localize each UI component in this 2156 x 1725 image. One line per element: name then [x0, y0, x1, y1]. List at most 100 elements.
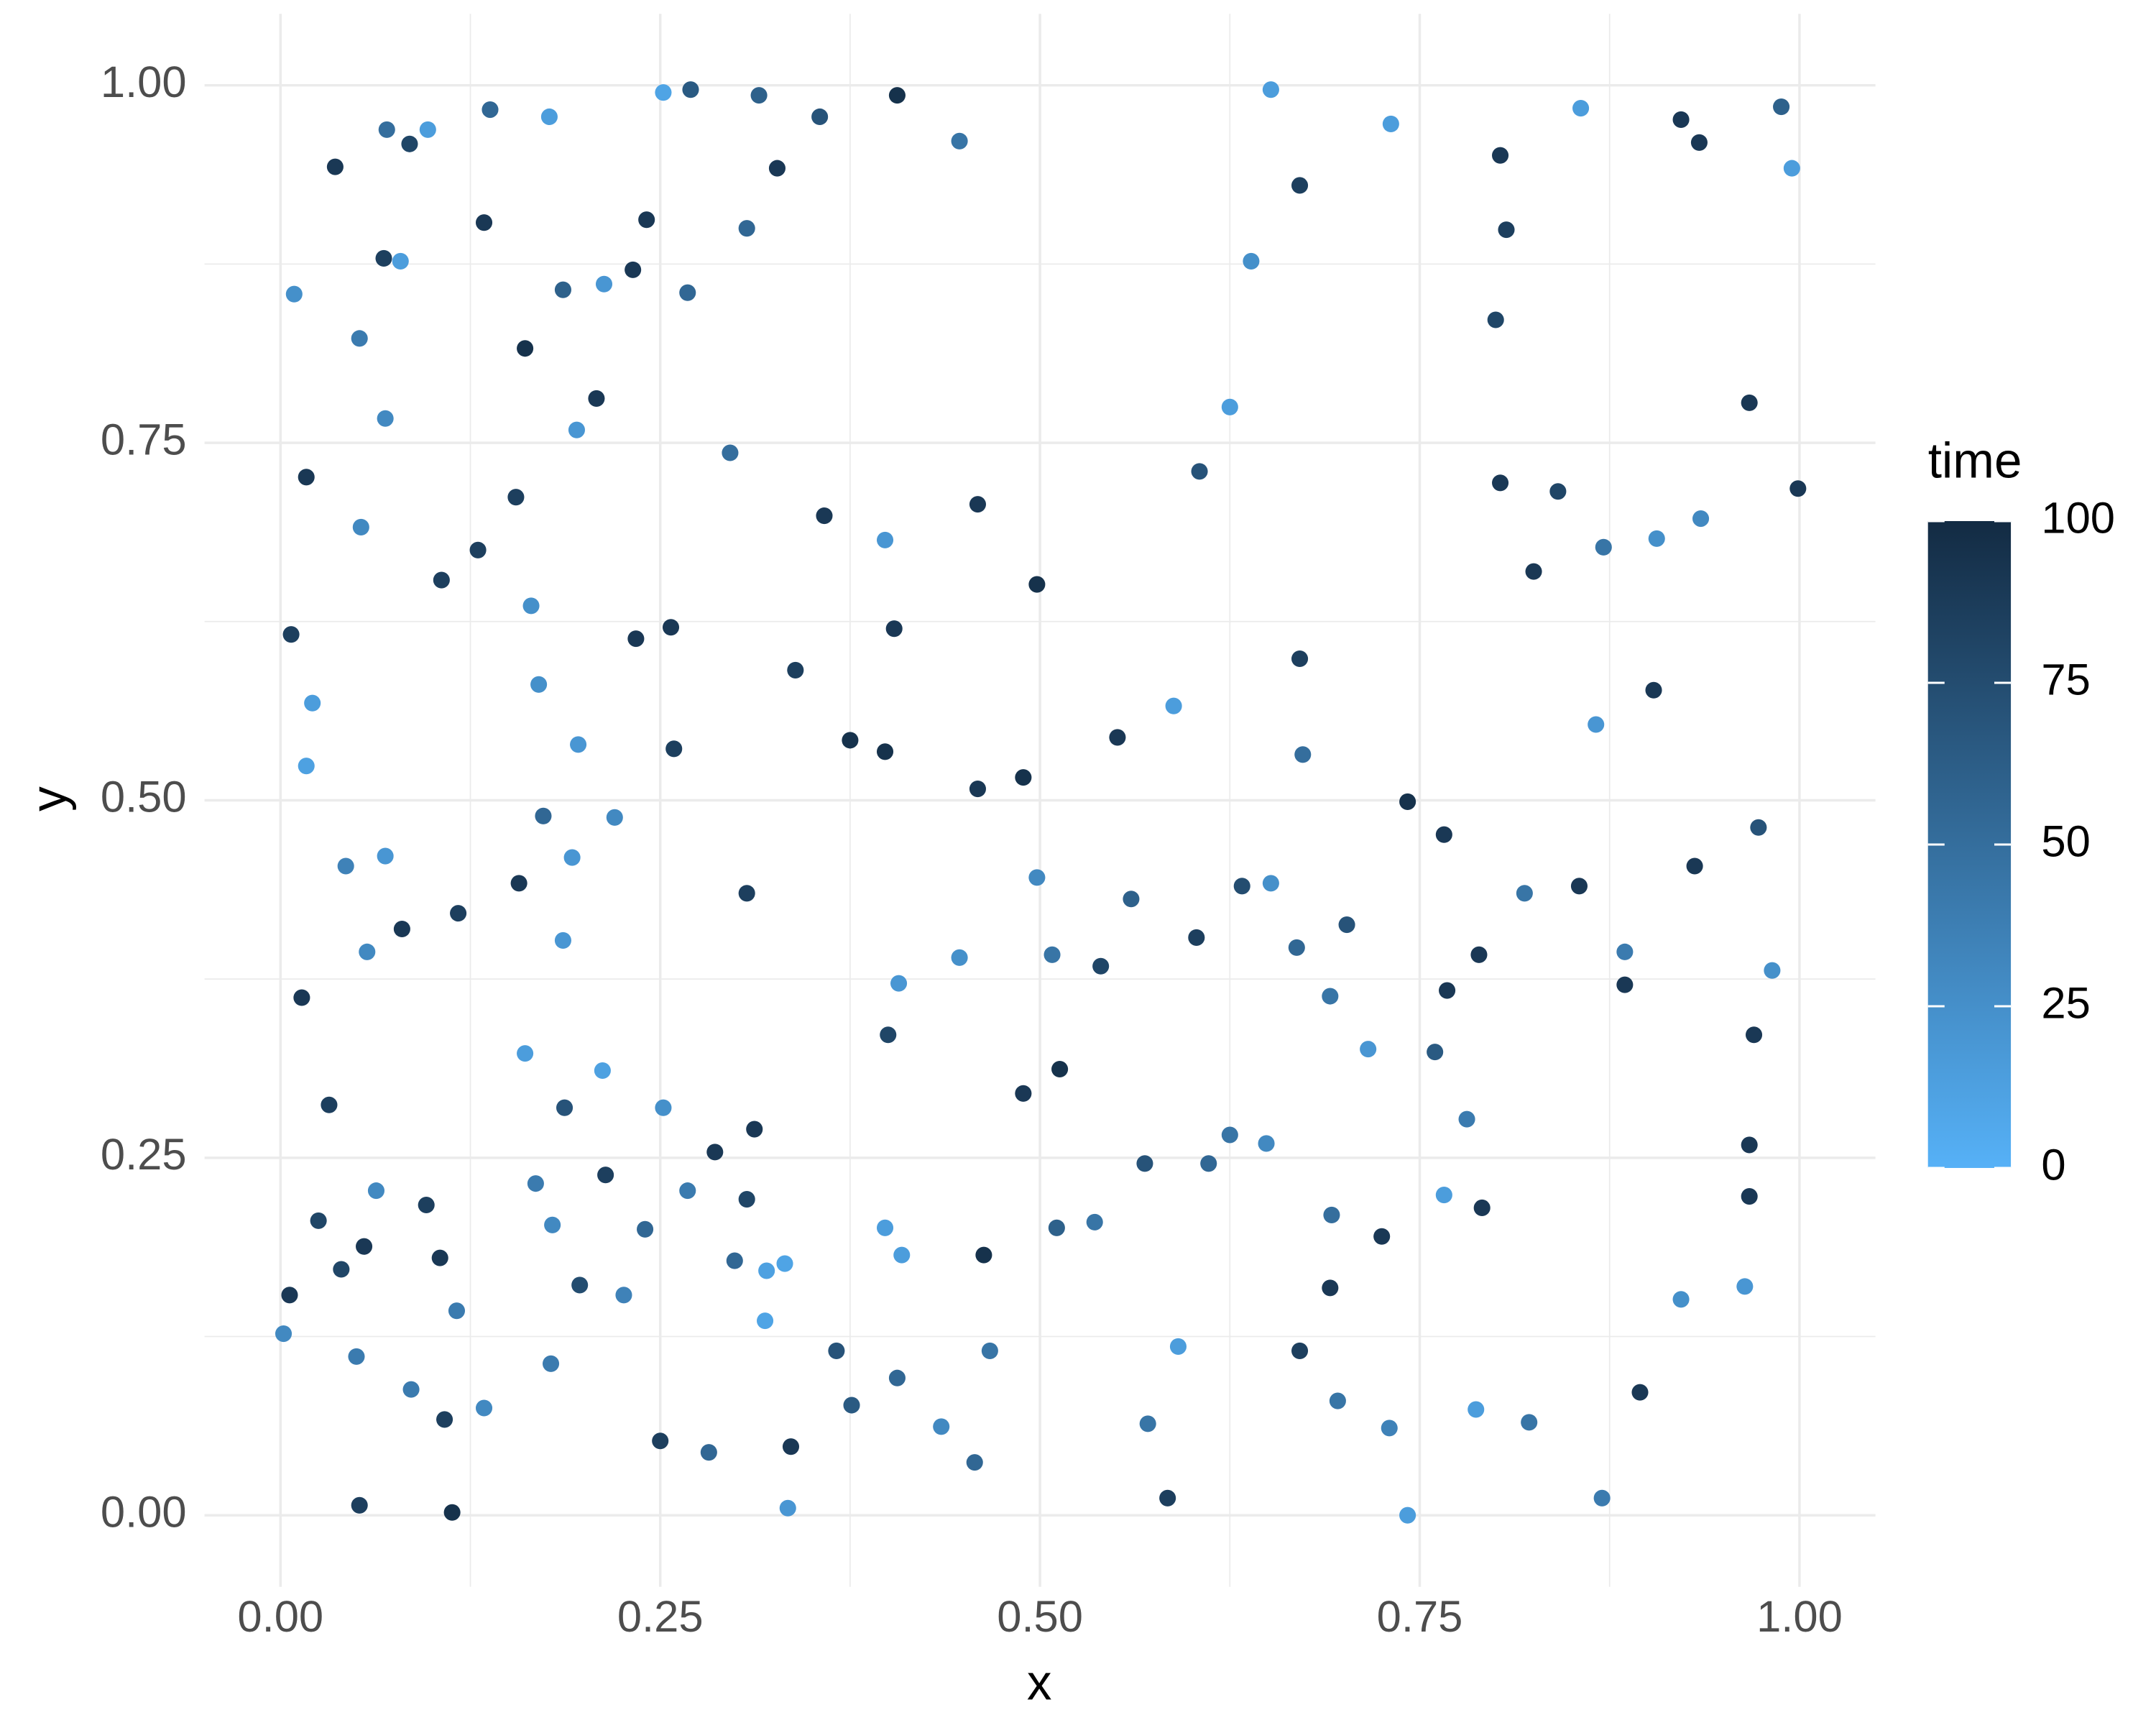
point [321, 1096, 338, 1113]
point [282, 626, 300, 643]
point [1294, 746, 1312, 763]
point [570, 736, 587, 753]
point [888, 87, 906, 104]
labels: x y time 0.00 0.25 0.50 0.75 1.00 0.00 0.25 0.5… [20, 58, 2022, 1710]
point [530, 676, 548, 693]
point [1373, 1228, 1391, 1245]
legend-label: 100 [2041, 493, 2115, 543]
point [966, 1454, 983, 1471]
point [1498, 221, 1515, 239]
point [1169, 1338, 1187, 1355]
point [597, 1167, 614, 1184]
point [655, 84, 672, 101]
point [811, 108, 829, 126]
point [951, 949, 968, 966]
point [448, 1302, 466, 1320]
point [1323, 1206, 1340, 1223]
point [893, 1246, 911, 1264]
point [563, 849, 581, 866]
point [359, 943, 376, 960]
point [1329, 1392, 1346, 1409]
y-tick-label: 0.75 [101, 415, 187, 464]
point [1109, 729, 1126, 746]
point [510, 875, 528, 892]
point [1165, 697, 1182, 714]
point [1741, 1136, 1758, 1154]
point [1525, 563, 1542, 580]
point [433, 571, 450, 589]
legend-label: 25 [2041, 978, 2090, 1028]
x-axis-title: x [1027, 1654, 1052, 1710]
point [1773, 98, 1790, 116]
point [828, 1342, 845, 1359]
point [535, 807, 552, 824]
point [1427, 1044, 1444, 1061]
y-axis-title: y [20, 786, 76, 811]
point [787, 661, 804, 678]
point [1439, 982, 1456, 999]
point [665, 740, 683, 758]
point [356, 1238, 373, 1255]
point [750, 87, 768, 104]
point [1616, 976, 1634, 993]
point [544, 1216, 561, 1233]
point [450, 905, 467, 922]
point [469, 541, 487, 558]
point [1473, 1199, 1491, 1217]
point [1741, 394, 1758, 411]
legend-title: time [1928, 432, 2022, 488]
point [726, 1252, 743, 1269]
point [1381, 1420, 1398, 1437]
y-tick-label: 0.50 [101, 773, 187, 822]
point [1338, 916, 1355, 934]
point [933, 1418, 950, 1435]
point [1136, 1155, 1153, 1172]
x-tick-label: 0.00 [237, 1592, 323, 1642]
point [1048, 1219, 1065, 1236]
legend-label: 75 [2041, 655, 2090, 704]
point [304, 694, 321, 712]
point [298, 758, 315, 775]
point [1672, 1291, 1690, 1308]
point [1692, 510, 1710, 528]
point [738, 220, 755, 237]
point [880, 1026, 897, 1044]
point [1686, 857, 1703, 875]
point [606, 809, 623, 826]
point [738, 1190, 755, 1208]
point [627, 630, 645, 648]
point [638, 211, 655, 229]
point [969, 496, 986, 513]
point [475, 1399, 493, 1417]
point [843, 1397, 860, 1414]
point [1435, 1187, 1452, 1204]
point [542, 1355, 560, 1372]
x-tick-label: 1.00 [1756, 1592, 1843, 1642]
point [1044, 946, 1061, 963]
point [615, 1287, 632, 1304]
point [1468, 1401, 1485, 1418]
point [352, 518, 369, 536]
point [1399, 793, 1416, 810]
points [275, 81, 1807, 1524]
point [969, 781, 986, 798]
point [392, 252, 409, 270]
point [571, 1276, 589, 1294]
point [556, 1099, 573, 1116]
legend-label: 0 [2041, 1140, 2065, 1190]
point [378, 121, 395, 138]
point [816, 507, 833, 525]
point [1593, 1489, 1611, 1506]
legend: 0 25 50 75 100 [1927, 493, 2115, 1190]
grid [204, 14, 1876, 1587]
point [1783, 160, 1800, 177]
y-tick-label: 1.00 [101, 58, 187, 107]
point [527, 1175, 544, 1192]
point [482, 101, 499, 119]
point [662, 619, 680, 636]
point [1015, 769, 1032, 786]
point [1736, 1278, 1754, 1295]
point [1191, 463, 1208, 480]
point [517, 340, 534, 357]
